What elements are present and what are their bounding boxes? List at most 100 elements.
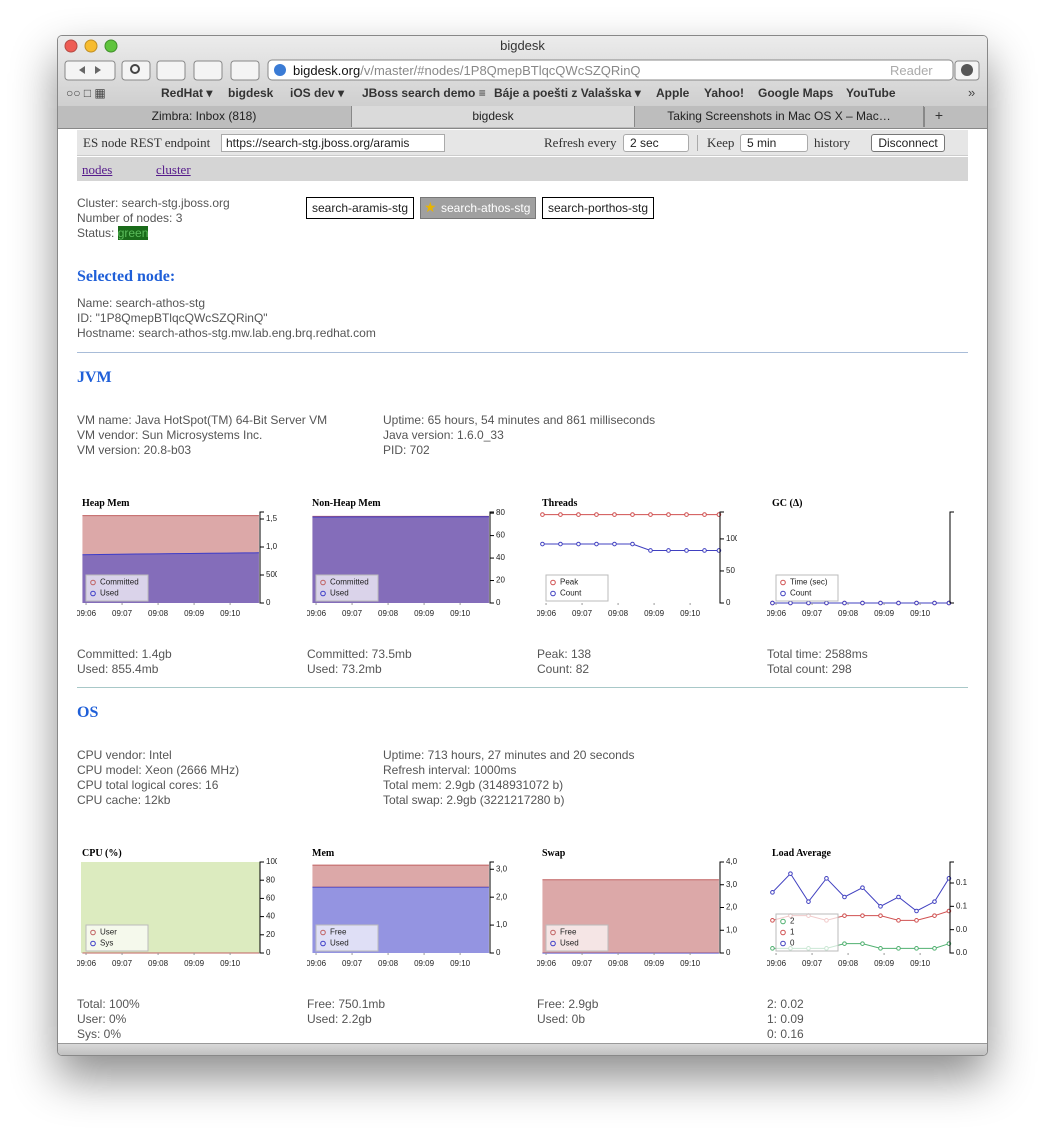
- point: [932, 946, 937, 951]
- section-heading: OS: [77, 704, 99, 721]
- keep-select[interactable]: 5 min: [740, 134, 808, 152]
- reader-button[interactable]: Reader: [890, 63, 933, 78]
- x-tick-label: 09:07: [342, 609, 363, 618]
- bookmark[interactable]: Yahoo!: [704, 86, 745, 100]
- bookmark[interactable]: YouTube: [846, 86, 896, 100]
- chart: Swap 0 1,000 2,000 3,000 4,000 09:06 09:07 09:08…: [537, 848, 737, 968]
- legend-label: 1: [790, 928, 795, 937]
- point: [788, 600, 793, 606]
- refresh-select[interactable]: 2 sec: [623, 134, 689, 152]
- chart-title: Heap Mem: [82, 498, 130, 509]
- chart-title: CPU (%): [82, 848, 122, 859]
- cloud-button[interactable]: [193, 60, 223, 81]
- point: [932, 899, 937, 904]
- point: [558, 541, 563, 547]
- header-bar: ES node REST endpoint https://search-stg…: [77, 130, 968, 156]
- nav-link[interactable]: cluster: [156, 162, 191, 177]
- bookmark[interactable]: Báje a poešti z Valašska ▾: [494, 86, 641, 100]
- tab[interactable]: Taking Screenshots in Mac OS X – Mac…: [635, 106, 924, 127]
- arrows: [79, 66, 101, 74]
- point: [932, 913, 937, 918]
- new-tab[interactable]: +: [924, 107, 953, 127]
- legend-label: Free: [330, 928, 347, 937]
- close-button[interactable]: [64, 39, 78, 53]
- os-info: CPU vendor: Intel: [77, 748, 172, 762]
- point: [770, 890, 775, 895]
- point: [896, 600, 901, 606]
- legend-marker: [90, 940, 96, 947]
- legend: [545, 924, 609, 952]
- jvm-info: PID: 702: [383, 443, 430, 457]
- legend-marker: [780, 929, 786, 936]
- legend-marker: [550, 940, 556, 947]
- status-value: green: [117, 226, 149, 240]
- x-tick-label: 09:07: [572, 959, 593, 968]
- legend-marker: [550, 929, 556, 936]
- line: [772, 872, 950, 912]
- node-button[interactable]: search-porthos-stg: [542, 197, 655, 219]
- history-label: history: [814, 135, 851, 150]
- legend-label: Count: [790, 589, 812, 598]
- chart-title: Mem: [312, 848, 335, 859]
- chart-stat: Sys: 0%: [77, 1027, 122, 1041]
- tab[interactable]: bigdesk: [352, 106, 635, 127]
- zoom-button[interactable]: [104, 39, 118, 53]
- bookmark[interactable]: bigdesk: [228, 86, 274, 100]
- y-tick-label: 20: [496, 576, 505, 585]
- disconnect-button[interactable]: Disconnect: [871, 134, 945, 152]
- point: [788, 871, 793, 876]
- minimize-button[interactable]: [84, 39, 98, 53]
- legend-label: Peak: [560, 578, 579, 587]
- legend-marker: [780, 590, 786, 597]
- x-tick-label: 09:09: [874, 609, 895, 618]
- chart: Mem 0 1,000 2,000 3,000 09:06 09:07 09:08 09:09 0…: [307, 848, 507, 968]
- y-axis: [949, 861, 954, 954]
- bookmark[interactable]: JBoss search demo ≡: [362, 86, 486, 100]
- x-tick-label: 09:06: [767, 959, 787, 968]
- share-button[interactable]: [230, 60, 260, 81]
- url-host[interactable]: bigdesk.org/v/master/#nodes/1P8QmepBTlqc…: [293, 63, 641, 78]
- endpoint-input[interactable]: https://search-stg.jboss.org/aramis: [221, 134, 445, 152]
- chart-stat: Committed: 1.4gb: [77, 647, 172, 661]
- x-tick-label: 09:08: [608, 609, 629, 618]
- divider: [697, 135, 698, 151]
- y-axis: [489, 861, 494, 954]
- bookmark[interactable]: Google Maps: [758, 86, 834, 100]
- endpoint-label: ES node REST endpoint: [83, 135, 211, 150]
- back-forward[interactable]: [64, 60, 116, 81]
- address-field[interactable]: [267, 59, 954, 81]
- tab[interactable]: Zimbra: Inbox (818): [57, 106, 352, 127]
- node-button-selected[interactable]: ★ search-athos-stg: [420, 197, 537, 219]
- legend-label: User: [100, 928, 117, 937]
- status-label: Status:: [77, 226, 115, 240]
- x-tick-label: 09:06: [307, 609, 327, 618]
- point: [594, 541, 599, 547]
- search-button[interactable]: [121, 60, 151, 81]
- url-host: bigdesk.org: [293, 63, 361, 78]
- x-tick-label: 09:08: [378, 609, 399, 618]
- node-button[interactable]: search-aramis-stg: [306, 197, 415, 219]
- chart: Load Average 0.00 0.05 0.10 0.15 09:06 09:07 09…: [767, 848, 967, 968]
- y-tick-label: 1,500: [266, 514, 277, 523]
- legend-marker: [320, 940, 326, 947]
- y-axis: [949, 511, 954, 604]
- bookmark[interactable]: iOS dev ▾: [290, 86, 345, 100]
- nav-link[interactable]: nodes: [82, 162, 113, 177]
- chart-stat: Used: 0b: [537, 1012, 586, 1026]
- more-bookmarks[interactable]: »: [968, 85, 976, 100]
- x-tick-label: 09:10: [680, 609, 701, 618]
- legend-label: Used: [560, 939, 579, 948]
- y-tick-label: 4,000: [726, 857, 737, 866]
- x-tick-label: 09:06: [537, 959, 557, 968]
- point: [842, 941, 847, 946]
- bookmark[interactable]: Apple: [656, 86, 690, 100]
- legend-marker: [90, 579, 96, 586]
- bookmark[interactable]: RedHat ▾: [161, 86, 213, 100]
- privacy-button[interactable]: [156, 60, 186, 81]
- point: [896, 894, 901, 900]
- x-tick-label: 09:10: [910, 609, 931, 618]
- x-tick-label: 09:09: [184, 609, 205, 618]
- y-axis: [259, 511, 264, 604]
- point: [878, 600, 883, 606]
- chart-stat: 0: 0.16: [767, 1027, 804, 1041]
